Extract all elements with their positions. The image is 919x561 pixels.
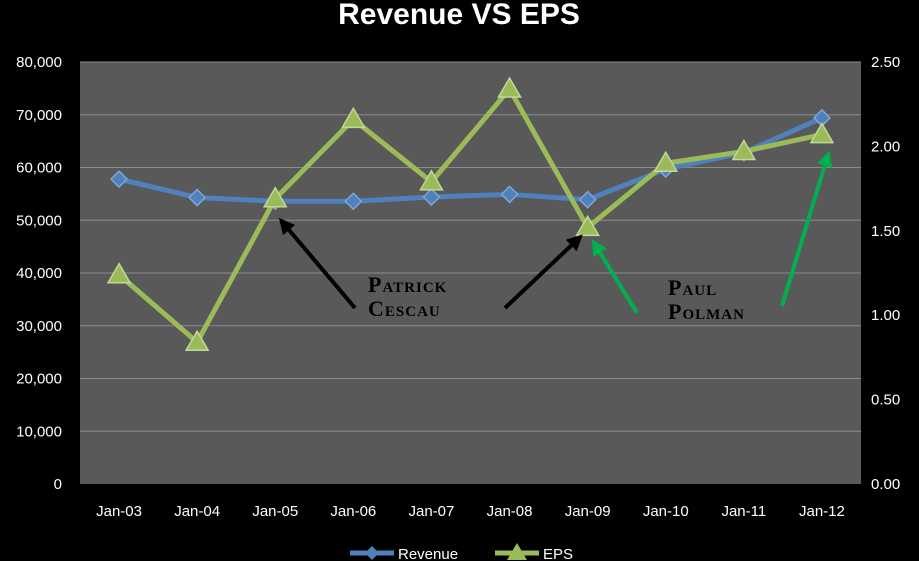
y-right-tick-label: 0.00 <box>871 476 900 493</box>
revenue-point <box>422 187 441 207</box>
x-tick-label: Jan-03 <box>96 503 142 520</box>
revenue-point <box>500 185 519 204</box>
y-axis-left: 0 10,000 20,000 30,000 40,000 50,000 60,000 70,… <box>16 54 62 493</box>
annotations: Patrick Cescau Paul Polman <box>278 150 833 324</box>
annotation-label: Patrick Cescau <box>368 272 447 321</box>
y-left-tick-label: 70,000 <box>16 107 62 124</box>
revenue-legend-label: Revenue <box>398 546 458 561</box>
eps-point <box>809 122 835 144</box>
eps-line <box>116 86 825 345</box>
y-right-tick-label: 2.50 <box>871 54 900 71</box>
eps-point <box>497 76 522 98</box>
x-tick-label: Jan-06 <box>330 503 376 520</box>
annotation-label: Paul Polman <box>668 275 745 324</box>
x-tick-label: Jan-08 <box>487 503 533 520</box>
eps-point <box>419 169 444 191</box>
eps-point <box>653 150 679 173</box>
eps-point <box>106 262 132 284</box>
revenue-point <box>344 192 363 211</box>
eps-legend-label: EPS <box>543 546 573 561</box>
y-right-tick-label: 1.00 <box>871 307 900 324</box>
eps-point <box>262 186 288 208</box>
chart-title: Revenue VS EPS <box>338 0 580 31</box>
y-right-tick-label: 1.50 <box>871 223 900 240</box>
x-tick-label: Jan-10 <box>643 503 689 520</box>
y-left-tick-label: 40,000 <box>16 265 62 282</box>
revenue-point <box>109 170 129 189</box>
series-layer <box>106 76 835 351</box>
eps-point <box>341 106 366 129</box>
x-tick-label: Jan-09 <box>565 503 611 520</box>
x-tick-label: Jan-07 <box>409 503 455 520</box>
eps-point <box>731 138 757 161</box>
revenue-line <box>116 115 825 204</box>
x-tick-label: Jan-05 <box>252 503 298 520</box>
x-tick-label: Jan-12 <box>799 503 845 520</box>
annotation-arrow <box>503 234 583 310</box>
y-right-tick-label: 2.00 <box>871 138 900 155</box>
eps-point <box>575 214 600 237</box>
revenue-point <box>188 188 207 207</box>
y-left-tick-label: 60,000 <box>16 160 62 177</box>
gridlines <box>80 61 861 432</box>
x-axis: Jan-03 Jan-04 Jan-05 Jan-06 Jan-07 Jan-08 Jan-… <box>96 503 845 520</box>
eps-point <box>184 329 210 351</box>
x-tick-label: Jan-11 <box>721 503 766 520</box>
eps-legend-marker <box>507 543 527 560</box>
revenue-point <box>578 190 597 209</box>
legend: Revenue EPS <box>350 543 573 561</box>
annotation-arrow <box>278 217 357 310</box>
y-axis-right: 0.00 0.50 1.00 1.50 2.00 2.50 <box>871 54 900 493</box>
annotation-arrow <box>780 150 833 307</box>
y-left-tick-label: 20,000 <box>16 371 62 388</box>
annotation-arrow <box>591 239 639 315</box>
y-right-tick-label: 0.50 <box>871 392 900 409</box>
x-tick-label: Jan-04 <box>174 503 220 520</box>
y-left-tick-label: 10,000 <box>16 423 62 440</box>
y-left-tick-label: 80,000 <box>16 54 62 71</box>
y-left-tick-label: 50,000 <box>16 212 62 229</box>
revenue-legend-marker <box>365 546 379 560</box>
y-left-tick-label: 0 <box>54 476 62 493</box>
y-left-tick-label: 30,000 <box>16 318 62 335</box>
